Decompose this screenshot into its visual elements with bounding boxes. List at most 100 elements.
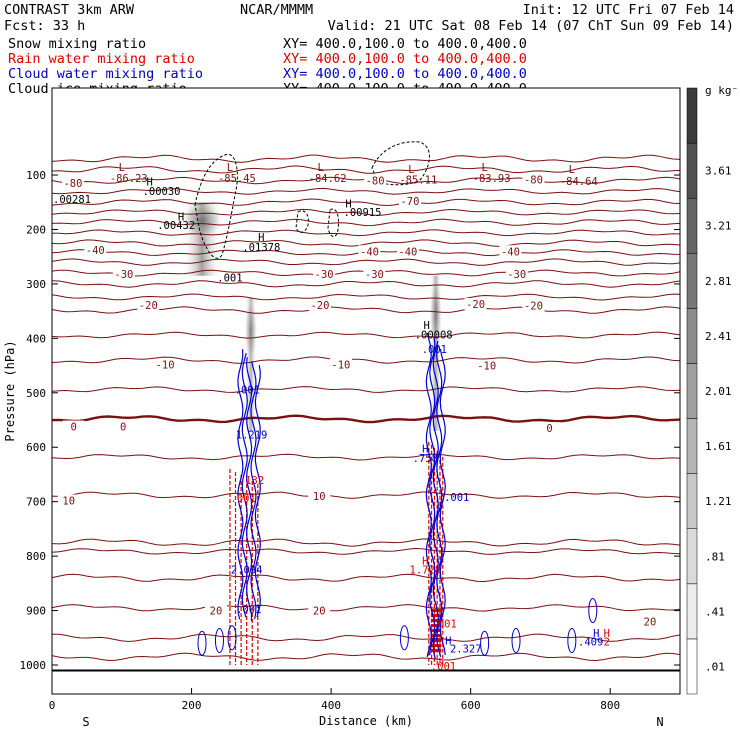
snow-shading-core bbox=[429, 275, 443, 354]
isotherm-label: -20 bbox=[139, 300, 158, 312]
colorbar-label: 2.81 bbox=[705, 275, 732, 288]
cloud-water-contour bbox=[250, 361, 257, 620]
x-tick-label: 800 bbox=[600, 699, 620, 712]
extremum-value: .00008 bbox=[415, 330, 453, 342]
colorbar-label: 2.01 bbox=[705, 385, 732, 398]
isotherm-label: 0 bbox=[70, 422, 76, 434]
colorbar-label: 3.21 bbox=[705, 220, 732, 233]
colorbar-label: 1.21 bbox=[705, 495, 732, 508]
extremum-value: 2 bbox=[604, 637, 610, 649]
isotherm-label-bg bbox=[363, 268, 386, 281]
colorbar-label: .81 bbox=[705, 550, 725, 563]
cloud-water-blob bbox=[567, 628, 577, 654]
header-valid-time: Valid: 21 UTC Sat 08 Feb 14 (07 ChT Sun … bbox=[328, 18, 734, 34]
isotherm-label: -30 bbox=[507, 269, 526, 281]
y-tick-label: 200 bbox=[26, 223, 46, 236]
isotherm-label-bg bbox=[538, 422, 561, 435]
high-low-marker: H bbox=[445, 636, 451, 648]
extremum-value: .00030 bbox=[143, 186, 181, 198]
isotherm-label: -80 bbox=[524, 174, 543, 186]
colorbar-swatch bbox=[686, 363, 698, 419]
header-init-time: Init: 12 UTC Fri 07 Feb 14 bbox=[523, 2, 734, 18]
isotherm-label-bg bbox=[398, 195, 421, 208]
x-tick-label: 600 bbox=[461, 699, 481, 712]
cloud-water-contour bbox=[439, 348, 446, 655]
isotherm-line bbox=[52, 386, 680, 393]
extremum-value: .001 bbox=[422, 344, 447, 356]
high-low-marker: H bbox=[604, 628, 610, 640]
isotherm-label-bg bbox=[112, 268, 135, 281]
x-tick-label: 0 bbox=[49, 699, 56, 712]
y-tick-label: 600 bbox=[26, 441, 46, 454]
extremum-value: -86.23 bbox=[110, 173, 148, 185]
high-low-marker: H bbox=[178, 211, 184, 223]
extremum-value: -84.64 bbox=[560, 176, 598, 188]
extremum-value: -83.93 bbox=[473, 173, 511, 185]
isotherm-label-bg bbox=[499, 245, 522, 258]
isotherm-label: -30 bbox=[315, 269, 334, 281]
high-low-marker: L bbox=[481, 162, 487, 174]
isotherm-line bbox=[52, 280, 680, 288]
extremum-value: .409 bbox=[578, 637, 603, 649]
cloud-water-contour bbox=[245, 357, 253, 622]
isotherm-label: -40 bbox=[501, 246, 520, 258]
cloud-water-contour bbox=[429, 336, 436, 655]
isotherm-line bbox=[52, 604, 680, 612]
isotherm-label-bg bbox=[62, 420, 85, 433]
colorbar-label: .41 bbox=[705, 605, 725, 618]
plot-frame bbox=[51, 87, 681, 695]
cloud-water-contours bbox=[197, 332, 598, 660]
isotherm-line bbox=[52, 356, 680, 364]
extremum-value: .001 bbox=[444, 492, 469, 504]
isotherm-label: -10 bbox=[156, 359, 175, 371]
extremum-value: .001 bbox=[235, 385, 260, 397]
extremum-value: 1.728 bbox=[410, 565, 442, 577]
header-model-title: CONTRAST 3km ARW bbox=[4, 2, 135, 18]
isotherm-line bbox=[52, 198, 680, 207]
isotherm-label: -70 bbox=[400, 196, 419, 208]
field-legend-xy: XY= 400.0,100.0 to 400.0,400.0 bbox=[283, 51, 527, 67]
isotherm-label-bg bbox=[204, 604, 227, 617]
colorbar-swatch bbox=[686, 473, 698, 529]
cloud-water-blob bbox=[197, 630, 207, 656]
high-low-marker: L bbox=[408, 164, 414, 176]
extremum-value: .758 bbox=[413, 453, 438, 465]
isotherm-label-bg bbox=[396, 245, 419, 258]
snow-shading-core bbox=[244, 297, 258, 365]
extremum-value: .001 bbox=[432, 619, 457, 631]
y-tick-label: 700 bbox=[26, 496, 46, 509]
isotherm-label-bg bbox=[308, 299, 331, 312]
y-tick-label: 800 bbox=[26, 550, 46, 563]
y-axis-title: Pressure (hPa) bbox=[3, 340, 17, 441]
isotherm-line bbox=[52, 258, 680, 266]
isotherm-label: 0 bbox=[546, 423, 552, 435]
x-axis-south-label: S bbox=[82, 715, 89, 729]
cloud-water-blob bbox=[588, 598, 598, 624]
x-tick-label: 400 bbox=[321, 699, 341, 712]
cloud-ice-contours bbox=[194, 141, 430, 259]
y-tick-label: 1000 bbox=[20, 659, 47, 672]
isotherm-label: -80 bbox=[366, 175, 385, 187]
cloud-ice-contour bbox=[327, 208, 339, 237]
isotherm-line bbox=[52, 218, 680, 227]
isotherm-line bbox=[52, 208, 680, 216]
isotherm-line bbox=[52, 453, 680, 461]
isotherm-label: -20 bbox=[524, 301, 543, 313]
extremum-value: .001 bbox=[236, 604, 261, 616]
colorbar-swatch bbox=[686, 142, 698, 199]
extremum-value: 2.094 bbox=[231, 565, 263, 577]
high-low-marker: H bbox=[422, 555, 428, 567]
contour-labels: -80 -80 -80 -70 -40 -40 -40 -40 -30 -30 -30 -30 -20 -… bbox=[53, 162, 661, 673]
cloud-water-contour bbox=[425, 332, 432, 658]
isotherm-label: 0 bbox=[120, 422, 126, 434]
isotherm-label-bg bbox=[522, 299, 545, 312]
cloud-water-blob bbox=[399, 625, 409, 651]
isotherm-line bbox=[52, 414, 680, 424]
high-low-marker: H bbox=[593, 628, 599, 640]
isotherm-label-bg bbox=[57, 494, 80, 507]
isotherm-label: -30 bbox=[114, 269, 133, 281]
cloud-water-contour bbox=[254, 365, 261, 618]
high-low-marker: H bbox=[424, 320, 430, 332]
extremum-value: .00915 bbox=[344, 207, 382, 219]
